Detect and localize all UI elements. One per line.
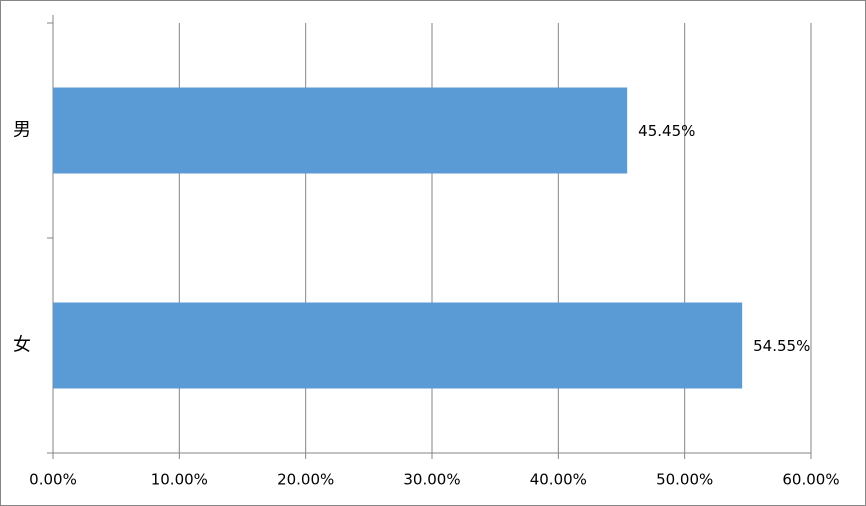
y-tick-label: 女 <box>13 335 31 356</box>
x-tick-label: 30.00% <box>403 471 460 489</box>
x-tick-label: 10.00% <box>151 471 208 489</box>
x-tick-label: 40.00% <box>530 471 587 489</box>
value-label: 54.55% <box>753 337 810 355</box>
bar <box>53 302 743 389</box>
x-tick-label: 50.00% <box>656 471 713 489</box>
x-tick-label: 0.00% <box>29 471 77 489</box>
value-label: 45.45% <box>638 122 695 140</box>
x-tick-label: 60.00% <box>782 471 839 489</box>
bar <box>53 87 628 174</box>
y-tick-label: 男 <box>13 120 31 141</box>
x-tick-label: 20.00% <box>277 471 334 489</box>
